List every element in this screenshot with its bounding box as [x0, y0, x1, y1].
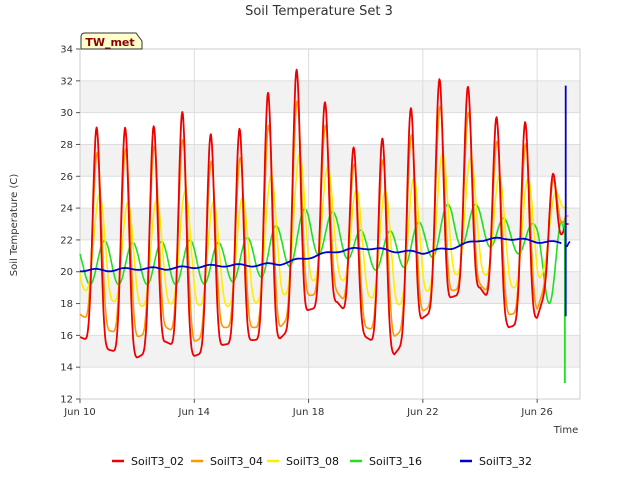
plot-frame	[79, 48, 581, 400]
y-tick-label: 26	[60, 172, 73, 183]
y-axis-label: Soil Temperature (C)	[9, 174, 20, 277]
legend-label: SoilT3_04	[210, 455, 263, 468]
grid-band	[80, 271, 580, 304]
series-line-soilt3-32	[79, 236, 562, 273]
legend-item: SoilT3_32	[460, 455, 532, 468]
y-tick-label: 22	[60, 235, 73, 246]
legend-item: SoilT3_04	[191, 455, 263, 468]
y-tick-label: 34	[60, 45, 73, 56]
y-tick-label: 32	[60, 76, 73, 87]
series-line-soilt3-16	[79, 203, 565, 305]
legend-label: SoilT3_08	[286, 455, 339, 468]
y-tick-label: 14	[60, 363, 73, 374]
series-line-soilt3-08	[79, 152, 569, 307]
grid-band	[80, 144, 580, 177]
series-line-soilt3-04	[79, 100, 569, 342]
legend-item: SoilT3_16	[350, 455, 422, 468]
y-tick-label: 20	[60, 267, 73, 278]
x-axis-label: Time	[553, 425, 578, 436]
legend-label: SoilT3_02	[131, 455, 184, 468]
y-tick-label: 18	[60, 299, 73, 310]
legend-label: SoilT3_32	[479, 455, 532, 468]
grid-band	[80, 80, 580, 113]
chart-title: Soil Temperature Set 3	[245, 4, 393, 19]
series-lines	[79, 68, 571, 384]
x-tick-label: Jun 18	[292, 407, 325, 418]
legend: SoilT3_02 SoilT3_04 SoilT3_08 SoilT3_16 Soil…	[112, 455, 532, 468]
y-tick-label: 16	[60, 331, 73, 342]
grid-band	[80, 335, 580, 368]
station-badge: TW_met	[80, 32, 143, 50]
series-line-soilt3-02	[79, 68, 569, 359]
y-tick-label: 28	[60, 140, 73, 151]
y-tick-label: 12	[60, 395, 73, 406]
legend-label: SoilT3_16	[369, 455, 422, 468]
x-tick-label: Jun 14	[178, 407, 211, 418]
x-tick-label: Jun 10	[63, 407, 96, 418]
y-tick-label: 24	[60, 204, 73, 215]
legend-item: SoilT3_08	[267, 455, 339, 468]
legend-item: SoilT3_02	[112, 455, 184, 468]
x-tick-label: Jun 26	[520, 407, 553, 418]
x-axis-ticks: Jun 10 Jun 14 Jun 18 Jun 22 Jun 26	[63, 399, 553, 418]
station-badge-label: TW_met	[85, 36, 134, 49]
series-tail-soilt3-32	[564, 240, 571, 248]
y-tick-label: 30	[60, 108, 73, 119]
x-tick-label: Jun 22	[406, 407, 439, 418]
y-axis-ticks: 12 14 16 18 20 22 24 26 28 30 32 34	[60, 45, 80, 406]
